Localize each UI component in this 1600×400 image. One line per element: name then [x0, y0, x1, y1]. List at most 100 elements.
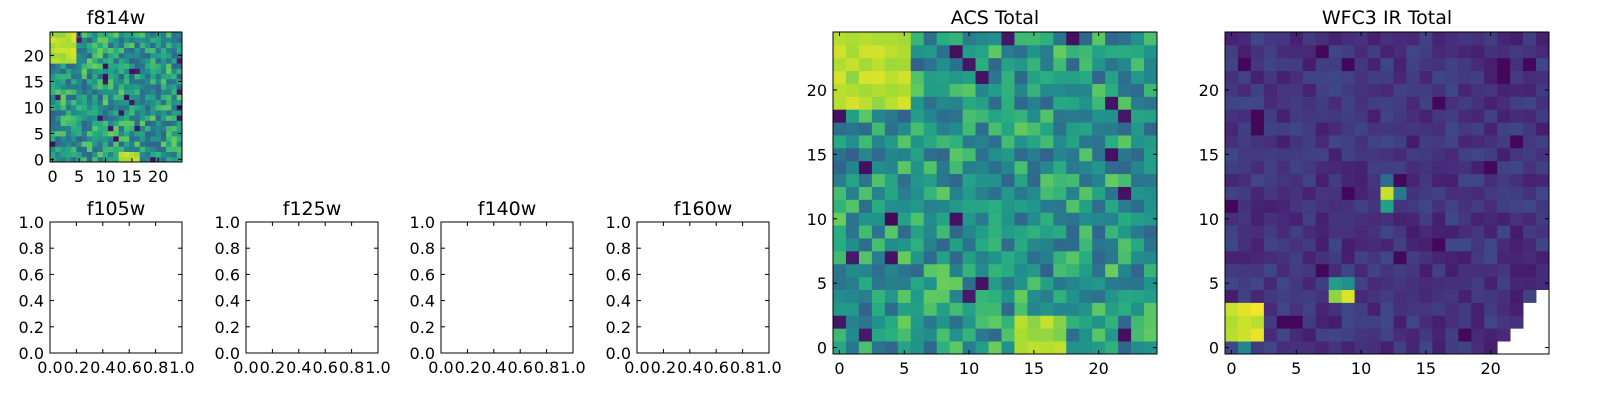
heatmap-cell [1302, 57, 1317, 72]
heatmap-cell [988, 32, 1002, 46]
heatmap-cell [1510, 160, 1524, 175]
heatmap-cell [123, 130, 130, 137]
heatmap-cell [50, 47, 56, 54]
heatmap-cell [1367, 238, 1381, 252]
heatmap-cell [1066, 135, 1080, 149]
heatmap-cell [1263, 263, 1278, 278]
heatmap-cell [145, 94, 151, 100]
heatmap-cell [166, 120, 172, 126]
heatmap-cell [1053, 199, 1067, 213]
heatmap-cell [1315, 341, 1330, 355]
heatmap-cell [1354, 328, 1368, 342]
heatmap-cell [86, 32, 93, 38]
heatmap-cell [123, 151, 130, 158]
heatmap-cell [858, 173, 873, 187]
heatmap-cell [1536, 32, 1550, 46]
heatmap-cell [1341, 238, 1355, 252]
heatmap-cell [160, 47, 167, 54]
heatmap-cell [1354, 315, 1368, 329]
heatmap-cell [102, 63, 109, 69]
heatmap-cell [1432, 135, 1446, 149]
heatmap-cell [1380, 160, 1394, 175]
heatmap-cell [936, 302, 951, 316]
heatmap-cell [1289, 238, 1304, 252]
heatmap-cell [1471, 341, 1485, 355]
heatmap-cell [1066, 32, 1080, 46]
heatmap-cell [171, 42, 178, 48]
heatmap-cell [858, 315, 873, 329]
heatmap-cell [1315, 186, 1330, 200]
y-tick-label: 1.0 [410, 213, 435, 232]
heatmap-cell [150, 68, 156, 74]
heatmap-cell [166, 115, 172, 121]
heatmap-cell [1328, 32, 1343, 46]
heatmap-cell [60, 73, 67, 80]
heatmap-cell [1276, 135, 1291, 149]
heatmap-cell [1027, 328, 1041, 342]
heatmap-cell [134, 136, 141, 142]
heatmap-cell [1445, 341, 1459, 355]
heatmap-cell [55, 136, 61, 142]
heatmap-cell [1079, 135, 1093, 149]
heatmap-cell [1131, 44, 1145, 59]
heatmap-cell [1289, 96, 1304, 110]
heatmap-cell [949, 302, 963, 316]
heatmap-cell [102, 84, 109, 90]
heatmap-cell [1079, 160, 1093, 175]
heatmap-cell [65, 141, 72, 147]
heatmap-cell [1289, 57, 1304, 72]
heatmap-cell [123, 42, 130, 48]
heatmap-cell [936, 147, 951, 162]
heatmap-cell [155, 63, 162, 69]
heatmap-cell [1393, 341, 1407, 355]
heatmap-cell [1014, 328, 1028, 342]
heatmap-cell [1471, 32, 1485, 46]
axes-frame [49, 31, 183, 163]
heatmap-cell [1315, 315, 1330, 329]
heatmap-cell [118, 115, 125, 121]
heatmap-cell [155, 99, 162, 106]
heatmap-cell [910, 315, 925, 329]
x-tick-label: 10 [95, 167, 115, 186]
heatmap-cell [833, 276, 847, 290]
heatmap-cell [1328, 250, 1343, 265]
heatmap-cell [150, 73, 156, 80]
heatmap-cell [86, 68, 93, 74]
heatmap-cell [1092, 109, 1106, 123]
heatmap-cell [1237, 96, 1252, 110]
heatmap-cell [1001, 315, 1015, 329]
heatmap-cell [1118, 186, 1132, 200]
heatmap-cell [171, 94, 178, 100]
heatmap-cell [55, 151, 61, 158]
heatmap-cell [936, 44, 951, 59]
heatmap-cell [1225, 250, 1239, 265]
heatmap-cell [134, 156, 141, 163]
heatmap-cell [1276, 32, 1291, 46]
y-tick-label: 0 [817, 339, 827, 358]
heatmap-cell [1328, 57, 1343, 72]
heatmap-cell [1118, 302, 1132, 316]
heatmap-cell [962, 83, 976, 97]
heatmap-cell [86, 130, 93, 137]
heatmap-cell [1445, 109, 1459, 123]
heatmap-cell [139, 63, 146, 69]
heatmap-cell [129, 84, 135, 90]
heatmap-cell [1014, 238, 1028, 252]
heatmap-cell [884, 199, 899, 213]
heatmap-cell [1237, 70, 1252, 84]
heatmap-cell [845, 32, 860, 46]
heatmap-cell [949, 83, 963, 97]
heatmap-cell [936, 83, 951, 97]
heatmap-cell [962, 160, 976, 175]
heatmap-cell [1354, 96, 1368, 110]
heatmap-cell [833, 225, 847, 239]
heatmap-cell [936, 225, 951, 239]
heatmap-cell [166, 52, 172, 59]
heatmap-cell [949, 289, 963, 303]
heatmap-cell [1419, 250, 1433, 265]
heatmap-cell [155, 110, 162, 116]
heatmap-cell [1263, 160, 1278, 175]
heatmap-cell [1001, 147, 1015, 162]
heatmap-cell [160, 32, 167, 38]
